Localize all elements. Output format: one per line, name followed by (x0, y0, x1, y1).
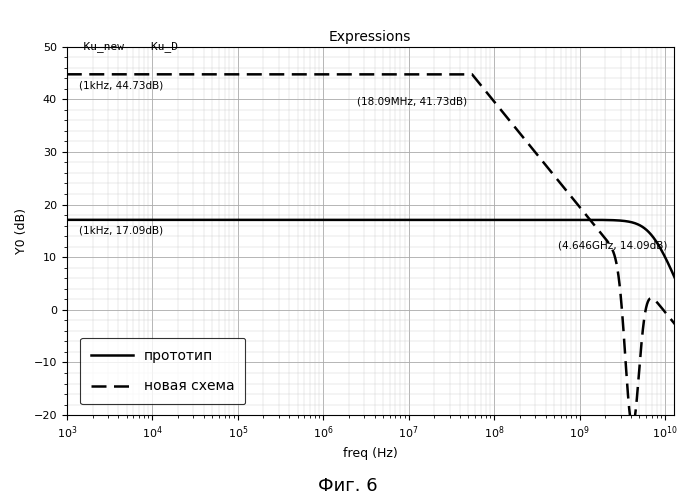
X-axis label: freq (Hz): freq (Hz) (343, 447, 398, 460)
Text: (1kHz, 44.73dB): (1kHz, 44.73dB) (79, 81, 163, 91)
Legend: прототип, новая схема: прототип, новая схема (80, 338, 245, 404)
Text: (1kHz, 17.09dB): (1kHz, 17.09dB) (79, 226, 163, 235)
Y-axis label: Y0 (dB): Y0 (dB) (15, 208, 28, 254)
Text: (4.646GHz, 14.09dB): (4.646GHz, 14.09dB) (557, 240, 667, 250)
Text: (18.09MHz, 41.73dB): (18.09MHz, 41.73dB) (357, 96, 468, 106)
Text: Фиг. 6: Фиг. 6 (318, 477, 377, 495)
Text: – Ku_new  – Ku_D: – Ku_new – Ku_D (70, 42, 177, 52)
Title: Expressions: Expressions (329, 30, 411, 44)
